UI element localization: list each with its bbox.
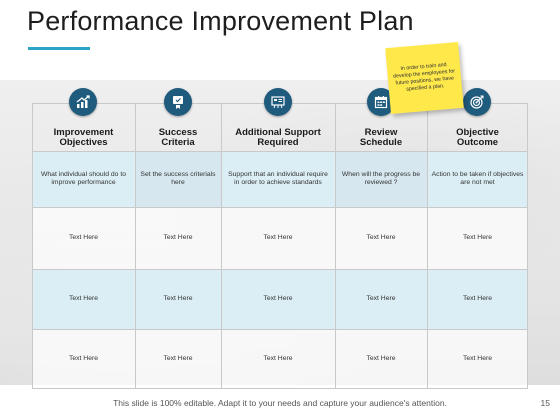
table-divider: [32, 103, 33, 389]
target-icon: [463, 88, 491, 116]
table-row: Text Here Text Here Text Here Text Here …: [32, 207, 528, 269]
table-cell[interactable]: Text Here: [68, 354, 99, 362]
table-cell[interactable]: Text Here: [68, 294, 99, 302]
table-divider: [32, 269, 528, 270]
table-cell[interactable]: Text Here: [462, 233, 493, 241]
table-divider: [135, 103, 136, 389]
table-cell[interactable]: Text Here: [263, 294, 293, 302]
plan-table: What individual should do to improve per…: [32, 88, 528, 389]
table-divider: [32, 388, 528, 389]
slide-title: Performance Improvement Plan: [27, 6, 414, 36]
table-divider: [32, 151, 528, 152]
table-cell[interactable]: Support that an individual require in or…: [228, 170, 328, 187]
growth-chart-icon: [69, 88, 97, 116]
column-header-improvement-objectives: Improvement Objectives: [32, 88, 135, 151]
table-cell[interactable]: Text Here: [263, 354, 293, 362]
table-divider: [32, 329, 528, 330]
sticky-note[interactable]: In order to train and develop the employ…: [385, 41, 464, 115]
table-cell[interactable]: Text Here: [68, 233, 99, 241]
column-header-success-criteria: Success Criteria: [135, 88, 221, 151]
column-header-additional-support: Additional Support Required: [221, 88, 335, 151]
table-cell[interactable]: Text Here: [163, 294, 193, 302]
certificate-icon: [164, 88, 192, 116]
title-underline: [28, 47, 90, 50]
page-number: 15: [540, 398, 550, 408]
column-title: Improvement Objectives: [53, 127, 114, 148]
table-cell[interactable]: When will the progress be reviewed ?: [335, 151, 427, 207]
table-divider: [427, 103, 428, 389]
column-title: Additional Support Required: [235, 127, 321, 148]
sticky-note-text: In order to train and develop the employ…: [392, 62, 456, 93]
table-divider: [32, 207, 528, 208]
table-cell[interactable]: Text Here: [366, 294, 396, 302]
table-divider: [527, 103, 528, 389]
table-row: Text Here Text Here Text Here Text Here …: [32, 329, 528, 389]
table-row: Text Here Text Here Text Here Text Here …: [32, 269, 528, 329]
table-cell[interactable]: Text Here: [263, 233, 293, 241]
table-cell[interactable]: Text Here: [462, 294, 493, 302]
presentation-board-icon: [264, 88, 292, 116]
table-cell[interactable]: Action to be taken if objectives are not…: [431, 170, 524, 187]
table-divider: [335, 103, 336, 389]
table-cell[interactable]: Text Here: [163, 354, 193, 362]
slide-footer: This slide is 100% editable. Adapt it to…: [113, 398, 447, 408]
table-divider: [221, 103, 222, 389]
table-cell[interactable]: Text Here: [462, 354, 493, 362]
table-cell[interactable]: Text Here: [163, 233, 193, 241]
table-cell[interactable]: Text Here: [366, 233, 396, 241]
table-cell[interactable]: What individual should do to improve per…: [40, 170, 126, 187]
table-cell[interactable]: Text Here: [366, 354, 396, 362]
table-cell[interactable]: Set the success criterials here: [135, 151, 221, 207]
column-header-objective-outcome: Objective Outcome: [427, 88, 528, 151]
column-title: Success Criteria: [158, 127, 198, 148]
column-title: Objective Outcome: [456, 127, 499, 148]
column-title: Review Schedule: [359, 127, 403, 148]
table-row: What individual should do to improve per…: [32, 151, 528, 207]
